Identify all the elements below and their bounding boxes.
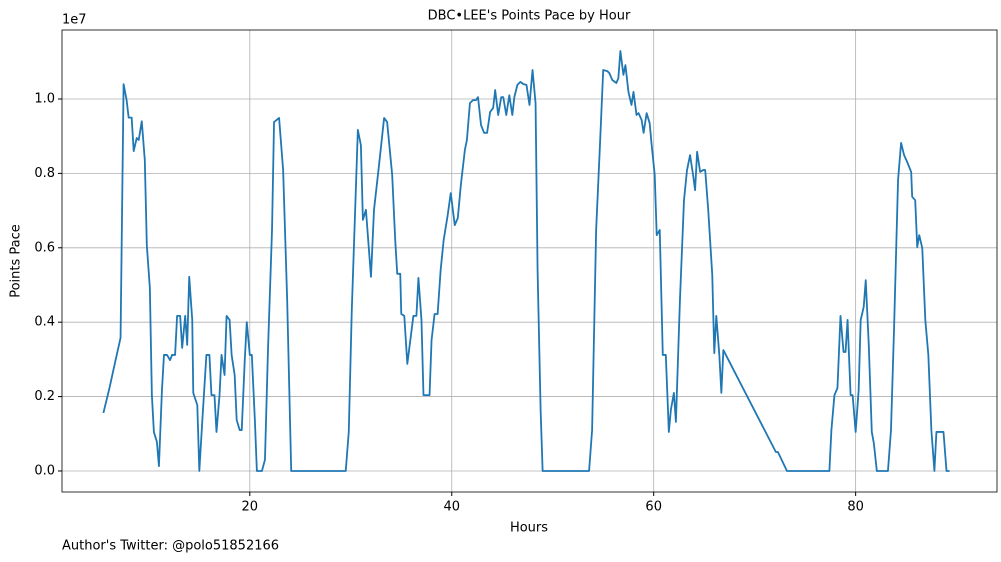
x-tick-label: 60 bbox=[645, 500, 662, 515]
y-tick-label: 0.6 bbox=[34, 240, 55, 255]
chart-title: DBC•LEE's Points Pace by Hour bbox=[428, 9, 631, 24]
y-tick-label: 0.8 bbox=[34, 166, 55, 181]
x-tick-label: 20 bbox=[242, 500, 259, 515]
y-tick-label: 0.4 bbox=[34, 315, 55, 330]
y-tick-label: 0.2 bbox=[34, 389, 55, 404]
line-series bbox=[102, 50, 950, 472]
x-axis-label: Hours bbox=[510, 521, 548, 536]
footer: Author's Twitter: @polo51852166 bbox=[62, 539, 279, 554]
x-tick-label: 80 bbox=[847, 500, 864, 515]
y-tick-label: 1.0 bbox=[34, 92, 55, 107]
y-tick-label: 0.0 bbox=[34, 463, 55, 478]
x-tick-label: 40 bbox=[443, 500, 460, 515]
y-axis-label: Points Pace bbox=[9, 224, 24, 298]
plot-frame bbox=[61, 29, 998, 493]
y-offset-label: 1e7 bbox=[62, 13, 87, 28]
